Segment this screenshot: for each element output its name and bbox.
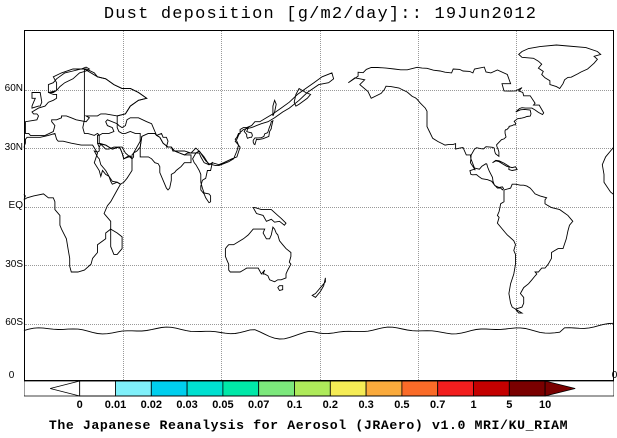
svg-text:0.01: 0.01 bbox=[105, 399, 126, 408]
svg-text:0.05: 0.05 bbox=[212, 399, 233, 408]
svg-text:0: 0 bbox=[76, 399, 82, 408]
svg-text:0.1: 0.1 bbox=[287, 399, 302, 408]
svg-text:0.07: 0.07 bbox=[248, 399, 269, 408]
svg-text:0.5: 0.5 bbox=[394, 399, 409, 408]
svg-text:10: 10 bbox=[539, 399, 551, 408]
svg-text:1: 1 bbox=[470, 399, 476, 408]
svg-text:5: 5 bbox=[506, 399, 512, 408]
svg-text:0.3: 0.3 bbox=[358, 399, 373, 408]
svg-text:0.03: 0.03 bbox=[176, 399, 197, 408]
svg-text:0.02: 0.02 bbox=[140, 399, 161, 408]
svg-text:0.2: 0.2 bbox=[322, 399, 337, 408]
svg-text:0.7: 0.7 bbox=[430, 399, 445, 408]
